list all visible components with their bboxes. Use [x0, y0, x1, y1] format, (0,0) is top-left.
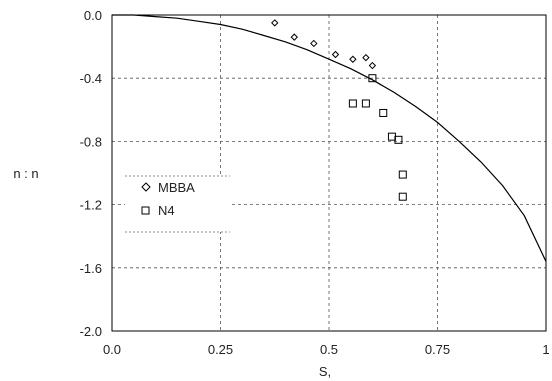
point-n4: [398, 170, 407, 179]
plot-frame: [111, 14, 547, 332]
grid: [112, 15, 546, 331]
x-tick-labels: 0.0 0.25 0.5 0.75 1: [103, 342, 550, 357]
y-tick-label: -1.2: [80, 198, 102, 213]
legend: MBBA N4: [125, 175, 230, 233]
legend-label-n4: N4: [158, 203, 175, 218]
point-n4: [387, 132, 396, 141]
point-mbba: [362, 53, 370, 62]
point-mbba: [290, 33, 298, 41]
x-axis-label: S,: [319, 364, 331, 379]
legend-marker-mbba: [141, 182, 151, 192]
point-mbba: [331, 50, 340, 59]
theory-curve: [112, 14, 547, 262]
legend-box: [125, 176, 230, 232]
point-mbba: [310, 39, 318, 48]
x-tick-label: 1: [542, 342, 549, 357]
x-tick-label: 0.75: [425, 342, 450, 357]
data-points: [271, 19, 407, 201]
y-tick-label: -0.4: [80, 71, 102, 86]
point-mbba: [349, 55, 357, 63]
point-n4: [394, 135, 403, 144]
y-tick-labels: 0.0 -0.4 -0.8 -1.2 -1.6 -2.0: [80, 8, 102, 339]
point-mbba: [368, 61, 377, 70]
x-tick-label: 0.0: [103, 342, 121, 357]
y-tick-label: -2.0: [80, 324, 102, 339]
point-n4: [379, 108, 388, 117]
point-n4: [398, 192, 407, 201]
legend-label-mbba: MBBA: [158, 180, 195, 195]
point-n4: [348, 99, 357, 108]
y-tick-label: -1.6: [80, 261, 102, 276]
point-n4: [361, 99, 370, 108]
y-tick-label: 0.0: [84, 8, 102, 23]
legend-marker-n4: [141, 206, 150, 215]
x-tick-label: 0.5: [320, 342, 338, 357]
y-axis-label: n : n: [13, 166, 38, 181]
point-n4: [368, 74, 377, 83]
x-tick-label: 0.25: [208, 342, 233, 357]
point-mbba: [271, 19, 279, 27]
y-tick-label: -0.8: [80, 134, 102, 149]
